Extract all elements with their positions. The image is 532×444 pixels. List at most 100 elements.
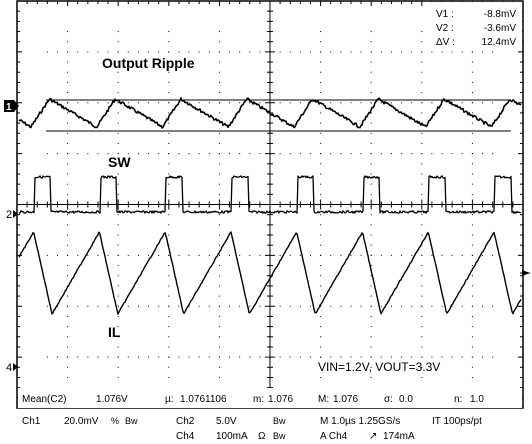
status-trigger-level[interactable]: 174mA [383,431,415,442]
graticule-dot [168,122,170,124]
graticule-dot [97,204,99,205]
graticule-dot [77,102,79,104]
graticule-dot [218,234,220,236]
graticule-dot [370,326,372,328]
graticule-dot [360,305,362,307]
graticule-dot [299,305,301,307]
graticule-dot [97,102,99,104]
graticule-dot [370,214,372,216]
graticule-dot [320,254,322,256]
graticule-dot [320,173,322,175]
graticule-dot [107,102,109,104]
graticule-dot [269,71,271,73]
graticule-dot [168,224,170,226]
graticule-dot [471,183,473,185]
graticule-dot [471,285,473,287]
graticule-dot [218,183,220,185]
graticule-dot [117,183,119,185]
graticule-dot [471,102,473,104]
graticule-dot [259,153,261,155]
graticule-dot [360,153,362,155]
graticule-dot [350,254,352,256]
graticule-dot [350,356,352,358]
graticule-dot [451,102,453,104]
graticule-dot [249,254,251,256]
measurement-n-label: n: [454,394,462,405]
graticule-dot [239,51,241,53]
graticule-dot [117,204,119,205]
graticule-dot [289,153,291,155]
graticule-dot [370,336,372,338]
status-trigger-source[interactable]: A Ch4 [320,431,348,442]
graticule-dot [218,193,220,195]
graticule-dot [471,142,473,144]
graticule-dot [370,71,372,73]
graticule-dot [249,51,251,53]
graticule-dot [421,31,423,33]
graticule-dot [127,204,129,205]
status-ch1-label[interactable]: Ch1 [22,416,41,427]
graticule-dot [269,326,271,328]
graticule-dot [390,356,392,358]
graticule-dot [87,254,89,256]
graticule-dot [380,356,382,358]
status-trigger-slope-icon: ↗ [369,431,377,442]
graticule-dot [320,265,322,267]
graticule-dot [471,305,473,307]
graticule-dot [107,204,109,205]
status-ch1-scale[interactable]: 20.0mV [64,416,99,427]
graticule-dot [370,163,372,165]
graticule-dot [421,244,423,246]
graticule-dot [320,71,322,73]
graticule-dot [421,142,423,144]
graticule-dot [218,285,220,287]
graticule-dot [67,81,69,83]
graticule-dot [218,315,220,317]
graticule-dot [218,31,220,33]
graticule-dot [168,142,170,144]
status-timebase[interactable]: M 1.0µs 1.25GS/s [320,416,400,427]
graticule-dot [67,336,69,338]
graticule-dot [269,193,271,195]
graticule-dot [370,295,372,297]
graticule-dot [431,305,433,307]
graticule-dot [67,173,69,175]
graticule-dot [269,81,271,83]
graticule-dot [269,275,271,277]
graticule-dot [67,376,69,378]
trigger-level-arrow[interactable] [520,270,530,276]
status-ch2-label[interactable]: Ch2 [176,416,195,427]
graticule-dot [482,204,484,205]
status-ch2-scale[interactable]: 5.0V [216,416,237,427]
graticule-dot [421,254,423,256]
graticule-dot [411,305,413,307]
graticule-dot [309,305,311,307]
graticule-dot [67,214,69,216]
graticule-dot [269,224,271,226]
measurement-n-value: 1.0 [470,394,484,405]
ch4-marker[interactable]: 4 [6,362,18,374]
graticule-dot [67,183,69,185]
ch2-marker[interactable]: 2 [6,209,18,221]
graticule-dot [492,153,494,155]
graticule-dot [117,366,119,368]
graticule-dot [117,326,119,328]
graticule-dot [380,254,382,256]
graticule-dot [269,92,271,94]
measurement-bar: Mean(C2) 1.076V µ: 1.0761106 m: 1.076 M:… [18,388,522,408]
graticule-dot [320,315,322,317]
graticule-dot [269,285,271,287]
graticule-dot [218,81,220,83]
graticule-dot [421,214,423,216]
status-ch4-label[interactable]: Ch4 [176,431,195,442]
graticule-dot [330,102,332,104]
graticule-dot [168,305,170,307]
graticule-dot [421,132,423,134]
graticule-dot [168,234,170,236]
graticule-dot [401,254,403,256]
ch1-marker[interactable]: 1 [4,100,19,113]
graticule-dot [67,265,69,267]
graticule-dot [107,305,109,307]
status-ch4-scale[interactable]: 100mA [216,431,248,442]
graticule-dot [401,305,403,307]
